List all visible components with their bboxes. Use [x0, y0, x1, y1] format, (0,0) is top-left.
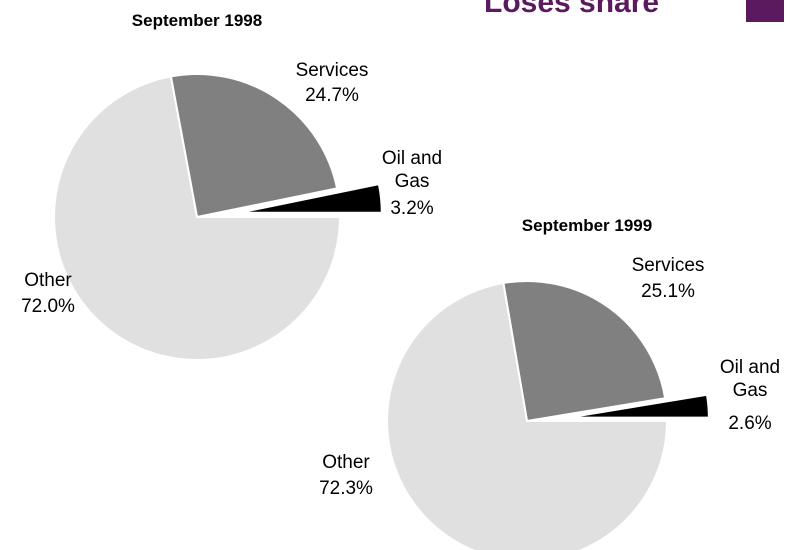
slice-value: 72.0% — [21, 296, 75, 317]
pie-slice — [238, 183, 383, 214]
slice-value: 25.1% — [641, 281, 695, 302]
slice-value: 2.6% — [728, 413, 772, 434]
slice-label: Services — [631, 255, 705, 276]
slice-label: Oil and Gas — [719, 357, 781, 401]
pie-slice — [169, 73, 339, 219]
header-title: Loses share — [484, 0, 660, 19]
slice-value: 24.7% — [305, 85, 359, 106]
chart-title: September 1999 — [521, 216, 653, 235]
slice-value: 3.2% — [390, 198, 434, 219]
header-icon — [746, 0, 784, 22]
chart-title: September 1998 — [131, 11, 263, 30]
slice-value: 72.3% — [319, 478, 373, 499]
slice-label: Services — [295, 60, 369, 81]
slice-label: Oil and Gas — [381, 148, 443, 192]
pie-slice — [53, 75, 342, 361]
slice-label: Other — [24, 270, 72, 291]
pie-slice — [568, 393, 710, 419]
pie-slice — [386, 281, 669, 550]
slice-label: Other — [322, 452, 370, 473]
pie-slice — [502, 280, 667, 423]
